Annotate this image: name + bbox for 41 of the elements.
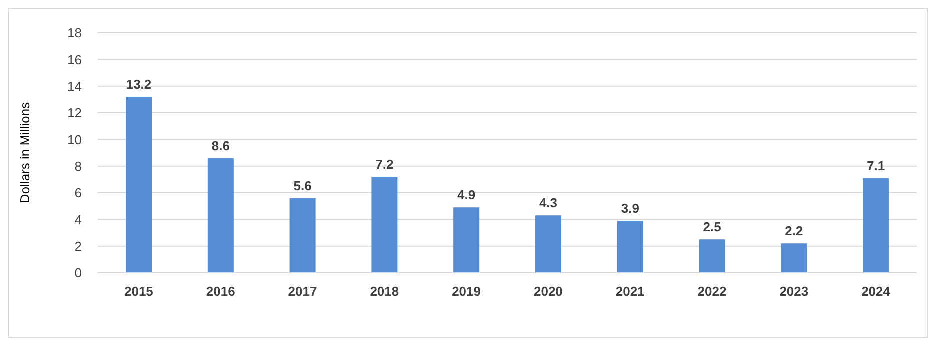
bar [126,97,152,273]
data-label: 4.3 [539,196,558,211]
x-tick-label: 2019 [452,284,482,300]
data-label: 2.2 [785,224,804,239]
x-tick-label: 2022 [698,284,727,300]
data-label: 3.9 [621,201,640,216]
data-label: 8.6 [212,138,230,154]
y-tick-label: 16 [68,52,82,68]
y-tick-label: 8 [74,158,82,174]
bar [290,198,316,273]
x-tick-label: 2018 [370,284,400,300]
y-tick-label: 18 [68,26,82,41]
bar [536,216,562,273]
y-tick-label: 0 [74,266,82,281]
x-tick-label: 2016 [206,284,236,300]
data-label: 7.2 [376,157,394,172]
data-label: 4.9 [458,188,476,203]
bar [208,158,234,273]
x-tick-label: 2015 [124,284,154,300]
bar [617,221,644,273]
y-axis-title: Dollars in Millions [18,102,33,204]
bar [454,208,480,273]
y-tick-label: 6 [74,186,82,201]
data-label: 2.5 [703,220,722,235]
x-tick-label: 2023 [780,284,809,300]
data-label: 13.2 [126,77,152,92]
y-tick-label: 2 [74,238,82,254]
bar [781,244,808,273]
y-tick-label: 4 [74,212,82,228]
bar [372,177,398,273]
data-label: 7.1 [867,158,886,174]
data-label: 5.6 [294,178,312,194]
y-tick-label: 10 [68,132,82,148]
x-tick-label: 2021 [616,284,645,300]
y-tick-label: 14 [68,78,82,94]
y-tick-label: 12 [68,106,82,121]
bar [699,240,726,273]
x-tick-label: 2020 [534,284,563,300]
x-tick-label: 2024 [862,284,892,300]
x-tick-label: 2017 [288,284,318,300]
bar [863,178,890,273]
